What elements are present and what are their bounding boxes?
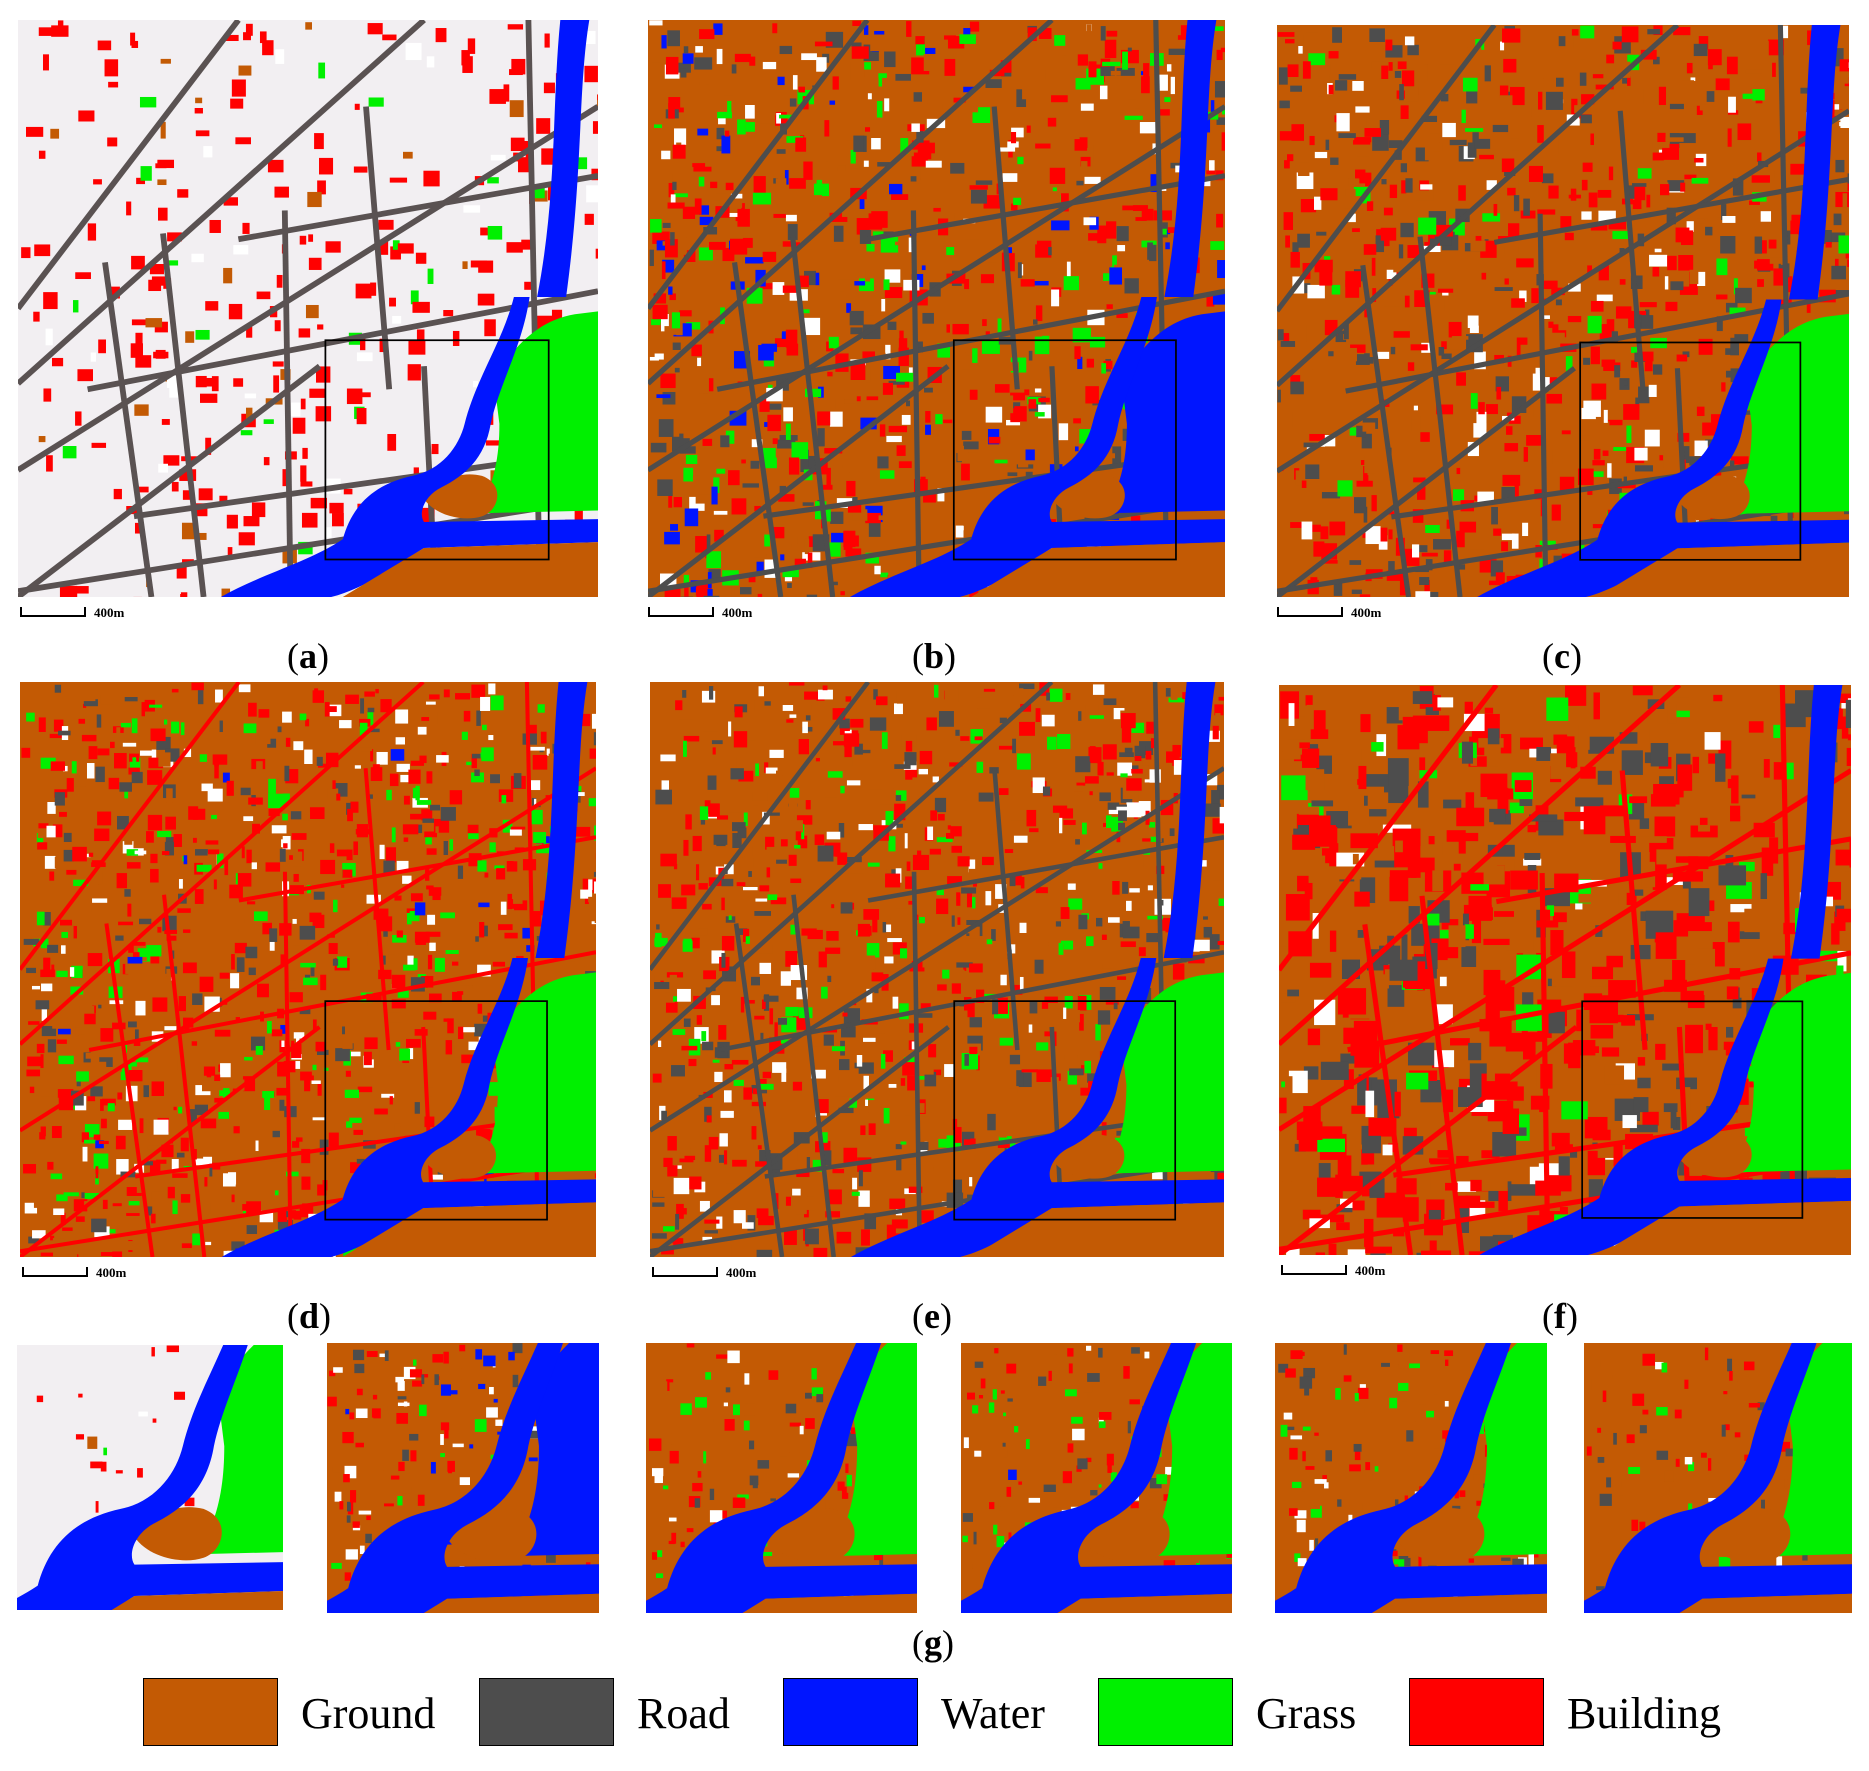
zoom-graphic <box>646 1343 917 1613</box>
legend-swatch-road <box>479 1678 614 1746</box>
zoom-graphic <box>1584 1343 1852 1613</box>
map-panel-c <box>1277 25 1849 597</box>
caption-a: (a) <box>287 636 329 676</box>
zoom-panel-2 <box>327 1343 599 1613</box>
map-graphic <box>650 682 1224 1257</box>
map-graphic <box>20 682 596 1257</box>
map-panel-a <box>18 20 598 597</box>
legend-label-ground: Ground <box>301 1689 436 1738</box>
zoom-graphic <box>327 1343 599 1613</box>
legend-swatch-water <box>783 1678 918 1746</box>
caption-b: (b) <box>912 636 957 676</box>
legend-label-road: Road <box>637 1689 730 1738</box>
zoom-graphic <box>961 1343 1232 1613</box>
legend-swatch-ground <box>143 1678 278 1746</box>
zoom-graphic <box>17 1345 283 1610</box>
caption-d: (d) <box>287 1296 332 1336</box>
legend-label-building: Building <box>1567 1689 1722 1738</box>
zoom-panel-3 <box>646 1343 917 1613</box>
map-panel-b <box>648 20 1225 597</box>
legend-swatch-grass <box>1098 1678 1233 1746</box>
caption-g: (g) <box>912 1623 954 1663</box>
zoom-panel-6 <box>1584 1343 1852 1613</box>
zoom-panel-5 <box>1275 1343 1547 1613</box>
caption-e: (e) <box>912 1296 952 1336</box>
caption-f: (f) <box>1542 1296 1578 1336</box>
map-panel-e <box>650 682 1224 1257</box>
zoom-panel-4 <box>961 1343 1232 1613</box>
legend-label-water: Water <box>941 1689 1045 1738</box>
map-graphic <box>18 20 598 597</box>
map-panel-f <box>1279 685 1851 1255</box>
legend-label-grass: Grass <box>1256 1689 1357 1738</box>
legend-swatch-building <box>1409 1678 1544 1746</box>
map-graphic <box>1277 25 1849 597</box>
caption-c: (c) <box>1542 636 1582 676</box>
zoom-graphic <box>1275 1343 1547 1613</box>
map-graphic <box>1279 685 1851 1255</box>
zoom-panel-1 <box>17 1345 283 1610</box>
map-graphic <box>648 20 1225 597</box>
map-panel-d <box>20 682 596 1257</box>
